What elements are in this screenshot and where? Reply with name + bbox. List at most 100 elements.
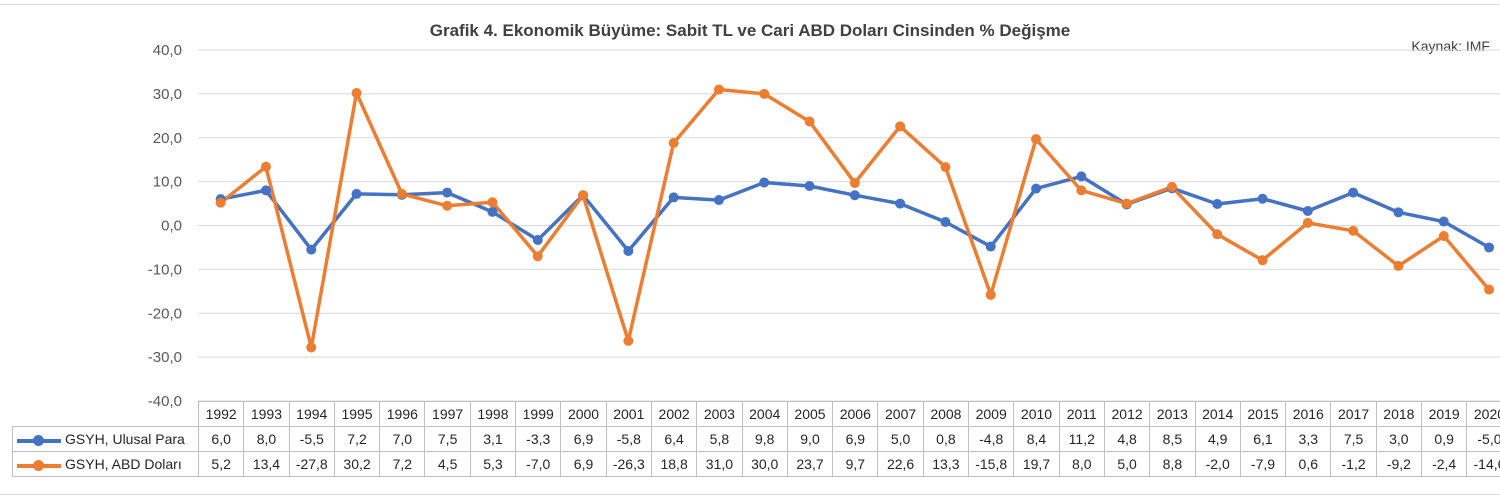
year-header-cell: 2017 bbox=[1330, 401, 1377, 427]
data-label-cell: 23,7 bbox=[786, 451, 834, 477]
series-1-point bbox=[1212, 229, 1223, 240]
series-0-point bbox=[1484, 242, 1495, 253]
data-label-cell: 9,8 bbox=[741, 426, 788, 452]
legend-key-ulusal bbox=[17, 435, 61, 447]
series-1-point bbox=[985, 289, 996, 300]
year-header-cell: 2001 bbox=[605, 401, 652, 427]
data-label-cell: -4,8 bbox=[968, 426, 1015, 452]
data-label-cell: 4,9 bbox=[1194, 426, 1241, 452]
y-tick-label: -20,0 bbox=[148, 305, 182, 322]
data-label-cell: 22,6 bbox=[877, 451, 924, 477]
data-label-cell: 30,2 bbox=[333, 451, 381, 477]
year-header-cell: 2013 bbox=[1149, 401, 1196, 427]
data-label-cell: -7,9 bbox=[1239, 451, 1287, 477]
series-0-point bbox=[442, 187, 453, 198]
series-1-point bbox=[804, 116, 815, 127]
data-label-cell: 5,0 bbox=[877, 426, 924, 452]
y-tick-label: -30,0 bbox=[148, 349, 182, 366]
data-label-cell: -15,8 bbox=[968, 451, 1015, 477]
data-label-cell: 8,5 bbox=[1149, 426, 1196, 452]
year-header-cell: 1994 bbox=[288, 401, 335, 427]
data-label-cell: 7,2 bbox=[379, 451, 426, 477]
year-header-cell: 2018 bbox=[1375, 401, 1423, 427]
data-label-cell: 5,0 bbox=[1103, 451, 1151, 477]
y-tick-label: 10,0 bbox=[153, 174, 182, 191]
data-label-cell: -5,5 bbox=[288, 426, 335, 452]
data-label-cell: -1,2 bbox=[1330, 451, 1377, 477]
series-1-point bbox=[260, 161, 271, 172]
year-header-cell: 2019 bbox=[1421, 401, 1468, 427]
year-header-cell: 1998 bbox=[469, 401, 517, 427]
series-1-point bbox=[1438, 231, 1449, 242]
year-header-cell: 2011 bbox=[1058, 401, 1105, 427]
series-row-usd: GSYH, ABD Doları 5,2 13,4 -27,8 30,2 7,2 4,5 5… bbox=[12, 451, 1500, 477]
series-1-point bbox=[1393, 260, 1404, 271]
series-1-point bbox=[487, 197, 498, 208]
series-row-ulusal: GSYH, Ulusal Para 6,0 8,0 -5,5 7,2 7,0 7,5 3,1… bbox=[12, 426, 1500, 452]
y-tick-label: 30,0 bbox=[153, 86, 182, 103]
data-label-cell: 11,2 bbox=[1058, 426, 1105, 452]
legend-entry-usd: GSYH, ABD Doları bbox=[12, 451, 199, 477]
data-label-cell: -9,2 bbox=[1375, 451, 1423, 477]
year-header-row: 1992 1993 1994 1995 1996 1997 1998 1999 2000 2001… bbox=[13, 401, 1500, 427]
data-label-cell: 7,0 bbox=[379, 426, 426, 452]
data-label-cell: 7,5 bbox=[424, 426, 471, 452]
series-1-point bbox=[442, 200, 453, 211]
data-label-cell: 3,3 bbox=[1285, 426, 1332, 452]
series-0-point bbox=[532, 234, 543, 245]
year-header-cell: 1997 bbox=[424, 401, 471, 427]
year-header-cell: 1992 bbox=[197, 401, 245, 427]
year-header-cell: 2009 bbox=[968, 401, 1015, 427]
year-header-cell: 2020 bbox=[1466, 401, 1500, 427]
data-label-cell: 9,0 bbox=[786, 426, 834, 452]
series-1-point bbox=[1348, 225, 1359, 236]
series-1-point bbox=[895, 121, 906, 132]
legend-label-usd: GSYH, ABD Doları bbox=[65, 456, 182, 472]
data-label-cell: -3,3 bbox=[515, 426, 562, 452]
year-header-cell: 2004 bbox=[741, 401, 788, 427]
year-header-cell: 1993 bbox=[243, 401, 290, 427]
y-tick-label: -40,0 bbox=[148, 393, 182, 410]
legend-entry-ulusal: GSYH, Ulusal Para bbox=[12, 426, 199, 452]
series-0-point bbox=[1212, 199, 1223, 210]
data-label-cell: 6,9 bbox=[560, 451, 607, 477]
chart-title: Grafik 4. Ekonomik Büyüme: Sabit TL ve C… bbox=[429, 21, 1071, 40]
data-label-cell: 0,9 bbox=[1421, 426, 1468, 452]
year-header-cell: 2012 bbox=[1103, 401, 1151, 427]
data-label-cell: 8,0 bbox=[1058, 451, 1105, 477]
data-label-cell: 5,3 bbox=[469, 451, 517, 477]
series-0-point bbox=[623, 245, 634, 256]
series-0-point bbox=[1302, 206, 1313, 217]
series-0-point bbox=[1257, 193, 1268, 204]
series-0-point bbox=[306, 244, 317, 255]
series-1-point bbox=[1484, 284, 1495, 295]
series-0-point bbox=[1076, 171, 1087, 182]
series-0-point bbox=[668, 192, 679, 203]
y-tick-label: 20,0 bbox=[153, 130, 182, 147]
data-label-cell: -5,0 bbox=[1466, 426, 1500, 452]
series-0-point bbox=[940, 216, 951, 227]
y-tick-label: 40,0 bbox=[153, 42, 182, 59]
year-header-cell: 2010 bbox=[1013, 401, 1060, 427]
data-label-cell: 0,6 bbox=[1285, 451, 1332, 477]
data-label-cell: 3,0 bbox=[1375, 426, 1423, 452]
data-label-cell: 6,1 bbox=[1239, 426, 1287, 452]
year-header-cell: 1995 bbox=[333, 401, 381, 427]
data-label-cell: -2,4 bbox=[1421, 451, 1468, 477]
data-label-cell: 4,8 bbox=[1103, 426, 1151, 452]
year-header-cell: 2002 bbox=[650, 401, 698, 427]
series-0-point bbox=[713, 195, 724, 206]
data-label-cell: 13,4 bbox=[243, 451, 290, 477]
series-0-point bbox=[849, 190, 860, 201]
series-1-point bbox=[578, 190, 589, 201]
series-0-point bbox=[260, 185, 271, 196]
series-1-point bbox=[668, 138, 679, 149]
series-0-point bbox=[487, 206, 498, 217]
series-1-point bbox=[1031, 134, 1042, 145]
year-header-cell: 2006 bbox=[832, 401, 879, 427]
top-border bbox=[0, 4, 1500, 5]
year-header-cell: 2000 bbox=[560, 401, 607, 427]
series-0-point bbox=[351, 188, 362, 199]
data-label-cell: 8,8 bbox=[1149, 451, 1196, 477]
